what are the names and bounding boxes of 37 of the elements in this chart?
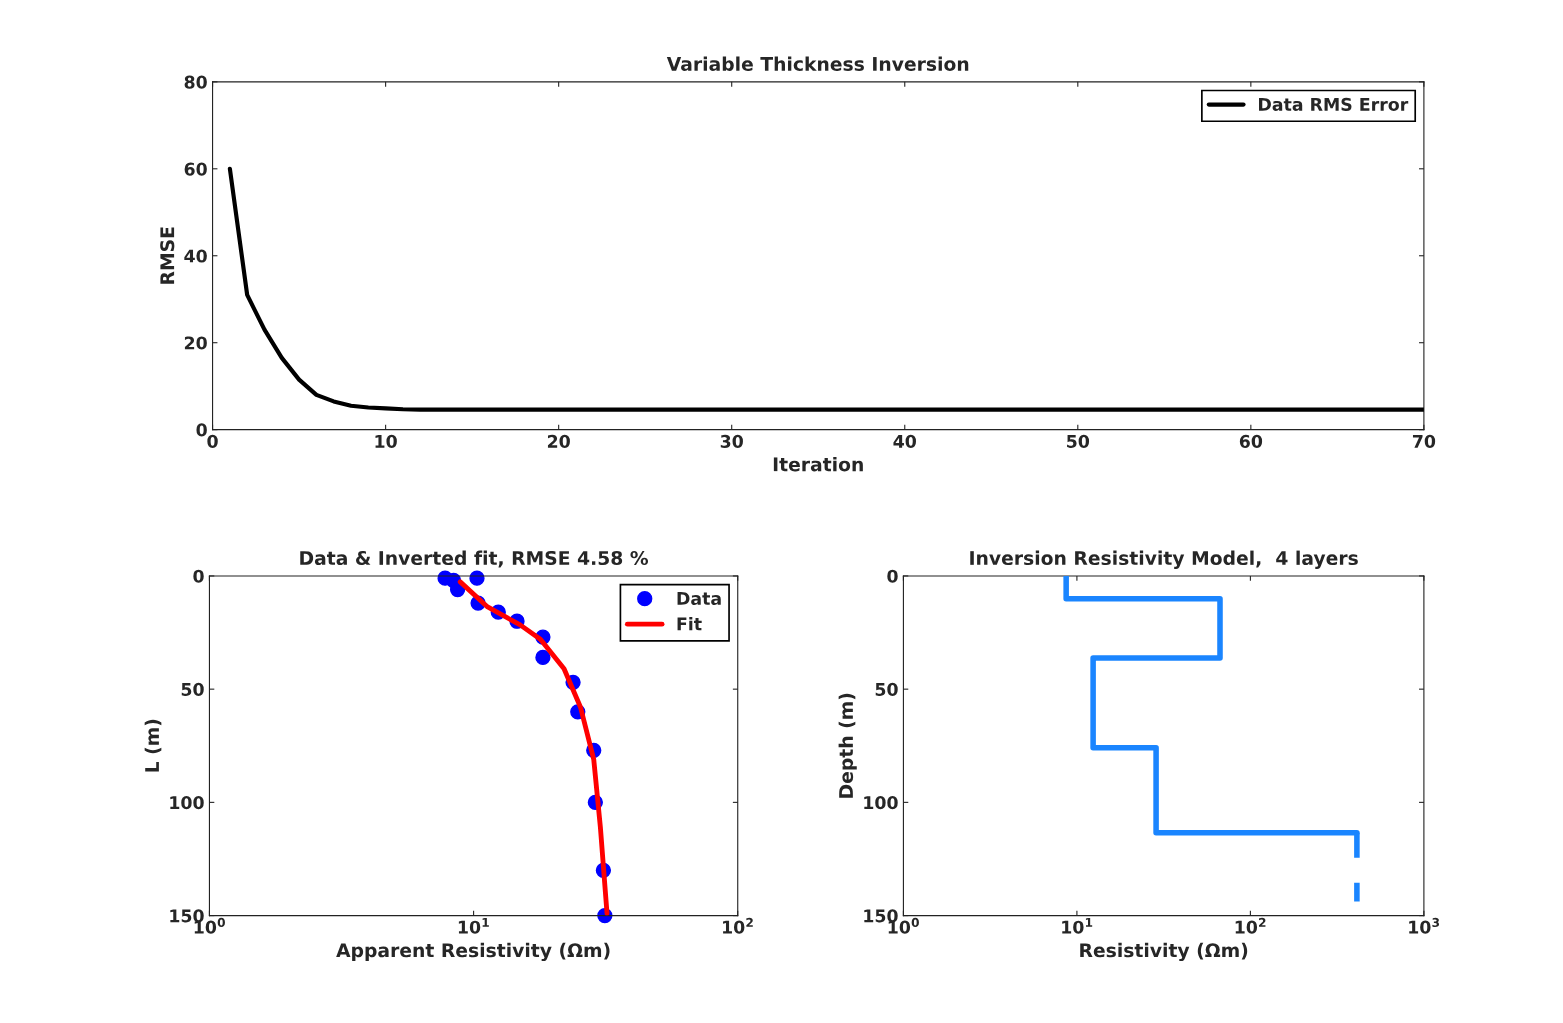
y-tick-label: 50 [875,682,898,696]
x-axis-title: Apparent Resistivity (Ωm) [336,942,610,962]
legend-label: Fit [677,617,702,631]
y-axis-title: L (m) [144,719,162,772]
x-tick-label: 40 [893,434,916,448]
x-tick-label: 0 [207,434,218,448]
chart-title: Data & Inverted fit, RMSE 4.58 % [300,550,649,568]
x-tick-label: 10$^{2}$ [1235,917,1266,934]
y-tick-label: 100 [170,796,204,810]
x-tick-label: 10 [375,434,397,448]
y-tick-label: 80 [184,75,207,89]
y-tick-label: 0 [887,569,898,583]
x-tick-label: 30 [720,434,743,448]
chart-title: Inversion Resistivity Model, 4 layers [970,550,1358,569]
y-tick-label: 40 [184,249,207,263]
x-tick-label: 10$^{2}$ [723,917,753,934]
x-tick-label: 10$^{3}$ [1409,917,1440,934]
y-tick-label: 50 [181,682,204,696]
chart-title: Variable Thickness Inversion [666,56,969,71]
x-tick-label: 10$^{1}$ [1062,918,1093,934]
y-axis-title: RMSE [160,227,175,284]
y-tick-label: 0 [193,569,204,583]
x-tick-label: 20 [547,434,570,448]
x-tick-label: 70 [1412,434,1436,448]
x-tick-label: 10$^{1}$ [458,918,489,934]
y-tick-label: 100 [864,796,898,810]
y-tick-label: 60 [184,162,207,176]
x-axis-title: Iteration [773,456,863,472]
y-tick-label: 0 [196,423,207,437]
y-tick-label: 20 [184,336,207,350]
line-series [227,166,1424,412]
legend-label: Data [677,592,721,606]
x-axis-title: Resistivity (Ωm) [1080,942,1248,962]
x-tick-label: 50 [1067,434,1090,448]
y-axis-title: Depth (m) [838,693,857,798]
x-tick-label: 60 [1239,434,1263,448]
legend-label: Data RMS Error [1259,97,1409,111]
